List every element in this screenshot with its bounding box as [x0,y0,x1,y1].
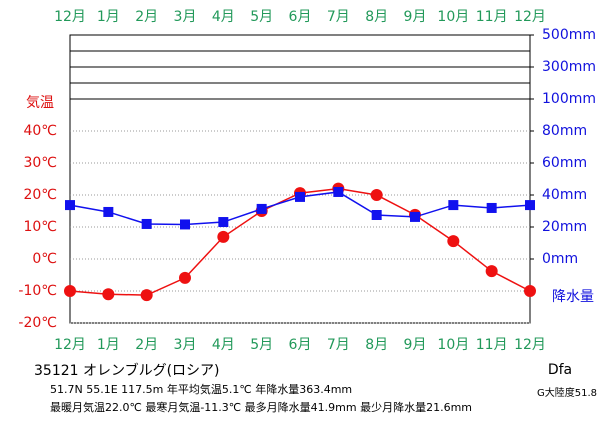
y2-tick-label: 300mm [542,59,596,75]
x-tick-label: 5月 [250,337,273,353]
y2-tick-label: 500mm [542,27,596,43]
y-tick-label: 20℃ [23,187,57,203]
point [102,288,115,301]
x-tick-label: 8月 [365,9,388,25]
point [485,265,498,278]
x-tick-label: 9月 [404,337,427,353]
y2-tick-label: 60mm [542,155,587,171]
point [256,203,267,214]
x-tick-label: 2月 [135,337,158,353]
y-tick-label: -10℃ [18,283,57,299]
station: 35121 オレンブルグ(ロシア) [34,362,220,379]
point [64,285,76,297]
x-tick-label: 6月 [289,9,312,25]
x-tick-label: 2月 [135,9,158,25]
climate-class: Dfa [548,362,572,378]
y-axis-label: 気温 [26,95,54,111]
x-tick-label: 7月 [327,337,350,353]
info-line: 51.7N 55.1E 117.5m 年平均気温5.1℃ 年降水量363.4mm [50,382,352,396]
point [525,200,535,211]
point [180,219,190,230]
series-line [69,187,531,296]
continentality: G大陸度51.8 [537,386,597,399]
y2-tick-label: 40mm [542,187,587,203]
point [218,217,229,228]
point [217,230,230,243]
x-tick-label: 4月 [212,337,235,353]
x-tick-label: 6月 [289,337,312,353]
x-tick-label: 1月 [97,337,120,353]
point [333,186,344,197]
x-tick-label: 8月 [365,337,388,353]
x-tick-label: 1月 [97,9,120,25]
point [371,210,382,220]
point [103,206,114,217]
y-tick-label: 10℃ [23,219,57,235]
y-tick-label: 30℃ [23,155,57,171]
info-line: 最暖月気温22.0℃ 最寒月気温-11.3℃ 最多月降水量41.9mm 最少月降… [50,400,472,414]
x-tick-label: 12月 [514,9,546,25]
x-tick-label: 5月 [250,9,273,25]
x-tick-label: 12月 [514,337,546,353]
point [141,218,152,229]
point [370,189,383,201]
point [295,191,305,202]
y2-tick-label: 20mm [542,219,587,235]
point [448,200,459,211]
x-tick-label: 10月 [437,9,469,25]
x-tick-label: 9月 [404,9,427,25]
x-tick-label: 12月 [54,337,86,353]
point [524,285,536,297]
point [447,235,460,248]
y2-tick-label: 80mm [542,123,587,139]
x-tick-label: 7月 [327,9,350,25]
point [179,271,191,284]
y-tick-label: 40℃ [23,123,57,139]
y2-tick-label: 0mm [542,251,578,267]
point [410,211,420,222]
x-tick-label: 3月 [174,9,197,25]
point [140,289,153,302]
x-tick-label: 11月 [476,337,508,353]
y-tick-label: 0℃ [32,251,57,267]
upper-scale-lines [70,50,530,100]
x-tick-label: 12月 [54,9,86,25]
x-tick-label: 10月 [437,337,469,353]
point [486,202,497,213]
y2-tick-label: 100mm [542,91,596,107]
plot-frame [69,34,531,324]
y2-axis-label: 降水量 [552,289,594,305]
point [65,200,75,211]
x-tick-label: 4月 [212,9,235,25]
x-tick-label: 3月 [174,337,197,353]
y-tick-label: -20℃ [18,315,57,331]
x-tick-label: 11月 [476,9,508,25]
